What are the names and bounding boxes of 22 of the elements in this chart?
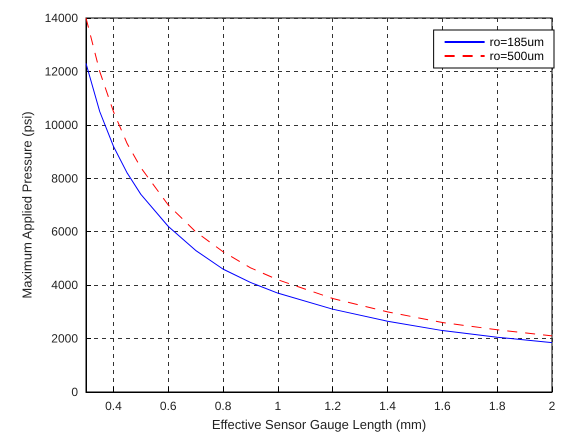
y-axis-title: Maximum Applied Pressure (psi) (20, 111, 35, 299)
x-tick-label: 0.6 (160, 399, 177, 413)
y-tick-label: 14000 (44, 11, 78, 25)
x-tick-label: 1 (274, 399, 282, 413)
legend-label: ro=500um (490, 49, 544, 63)
y-tick-label: 12000 (44, 64, 78, 78)
x-tick-label: 1.6 (434, 399, 452, 413)
y-tick-label: 8000 (51, 171, 78, 186)
x-tick-label: 1.4 (379, 399, 396, 413)
x-tick-label: 1.2 (324, 399, 342, 413)
y-tick-label: 2000 (51, 332, 78, 346)
x-tick-label: 0.8 (214, 399, 232, 413)
legend-label: ro=185um (490, 35, 544, 49)
x-axis-title: Effective Sensor Gauge Length (mm) (212, 417, 426, 432)
y-tick-label: 0 (71, 385, 78, 399)
y-tick-label: 4000 (51, 278, 78, 292)
x-tick-label: 0.4 (105, 399, 122, 413)
y-tick-label: 6000 (51, 224, 78, 239)
y-tick-label: 10000 (44, 118, 78, 132)
x-tick-label: 1.8 (488, 399, 506, 413)
x-tick-label: 2 (548, 399, 556, 413)
line-series (86, 62, 552, 344)
